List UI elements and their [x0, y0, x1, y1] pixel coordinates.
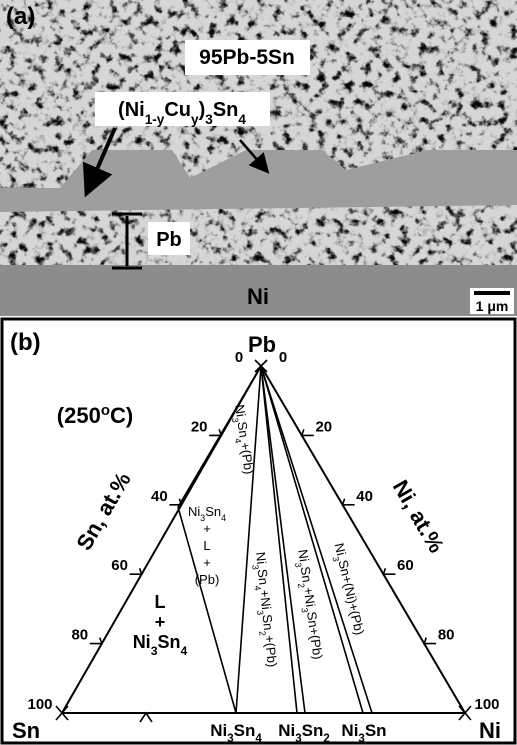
- tick-label: 80: [71, 627, 88, 644]
- substrate-label: Ni: [247, 284, 269, 309]
- ternary-diagram: (b) (250oC) Pb Sn Ni Sn, at.% Ni, at.% 0…: [2, 319, 515, 745]
- tick-label: 100: [27, 696, 52, 713]
- micrograph: 95Pb-5Sn (Ni1-yCuy)3Sn4 Pb Ni 1 μm (a): [0, 0, 517, 316]
- text-part: +Ni: [301, 586, 319, 608]
- text-part: Ni: [278, 721, 295, 740]
- text-part: Sn: [234, 721, 256, 740]
- text-part: Ni: [253, 551, 269, 565]
- script: 1-y: [145, 112, 165, 127]
- tick-label: 100: [474, 696, 499, 713]
- region-label: (Pb): [195, 572, 220, 587]
- corner-label: Sn: [12, 718, 40, 743]
- region-label: +: [155, 612, 166, 632]
- text-part: Ni: [295, 548, 312, 562]
- tick-label: 20: [191, 418, 208, 435]
- text-part: Ni: [188, 504, 200, 519]
- region-label: +: [203, 555, 211, 570]
- region-label: L: [155, 592, 166, 612]
- text-part: Sn: [365, 721, 387, 740]
- region-label: +: [203, 521, 211, 536]
- script: 4: [238, 112, 246, 127]
- text-part: +: [203, 555, 211, 570]
- script: 4: [221, 513, 226, 523]
- text-part: Sn: [205, 504, 221, 519]
- corner-label: Pb: [248, 332, 276, 357]
- text-part: Sn: [255, 568, 272, 585]
- tick-label: 20: [315, 418, 332, 435]
- text-part: +Ni: [257, 589, 274, 610]
- text-part: +: [155, 612, 166, 632]
- script: 4: [255, 733, 262, 745]
- tick-label: 60: [397, 557, 414, 574]
- text-part: L: [155, 592, 166, 612]
- text-part: Ni: [210, 721, 227, 740]
- text-part: Sn: [302, 721, 324, 740]
- tick-label: 60: [111, 557, 128, 574]
- text-part: ): [199, 99, 206, 121]
- layer-label: Pb: [156, 229, 182, 251]
- script: 2: [323, 733, 329, 745]
- tick-label: 40: [151, 488, 168, 505]
- figure: 95Pb-5Sn (Ni1-yCuy)3Sn4 Pb Ni 1 μm (a) (…: [0, 0, 517, 745]
- text-part: C): [110, 403, 133, 428]
- text-part: Cu: [164, 99, 191, 121]
- text-part: (Ni: [118, 99, 145, 121]
- text-part: Ni: [232, 404, 249, 418]
- text-part: Ni: [341, 721, 358, 740]
- matrix-label: 95Pb-5Sn: [199, 46, 295, 69]
- tick-label: 80: [438, 627, 455, 644]
- text-part: (Pb): [195, 572, 220, 587]
- tick-label: 0: [279, 349, 287, 366]
- text-part: Ni: [133, 632, 151, 652]
- panel-label: (a): [6, 3, 35, 30]
- text-part: Sn: [213, 99, 239, 121]
- text-part: Sn: [298, 565, 315, 583]
- text-part: Sn: [235, 421, 252, 439]
- text-part: +: [203, 521, 211, 536]
- text-part: L: [203, 538, 210, 553]
- tick-label: 0: [235, 349, 243, 366]
- text-part: (250: [57, 403, 101, 428]
- temperature: (250oC): [57, 402, 133, 429]
- text-part: Sn: [260, 614, 277, 631]
- panel-label: (b): [10, 329, 41, 356]
- script: 4: [181, 644, 188, 658]
- tick-label: 40: [356, 488, 373, 505]
- region-label: L: [203, 538, 210, 553]
- text-part: Sn: [157, 632, 180, 652]
- scale-label: 1 μm: [476, 298, 509, 314]
- script: o: [101, 402, 110, 419]
- corner-label: Ni: [479, 718, 501, 743]
